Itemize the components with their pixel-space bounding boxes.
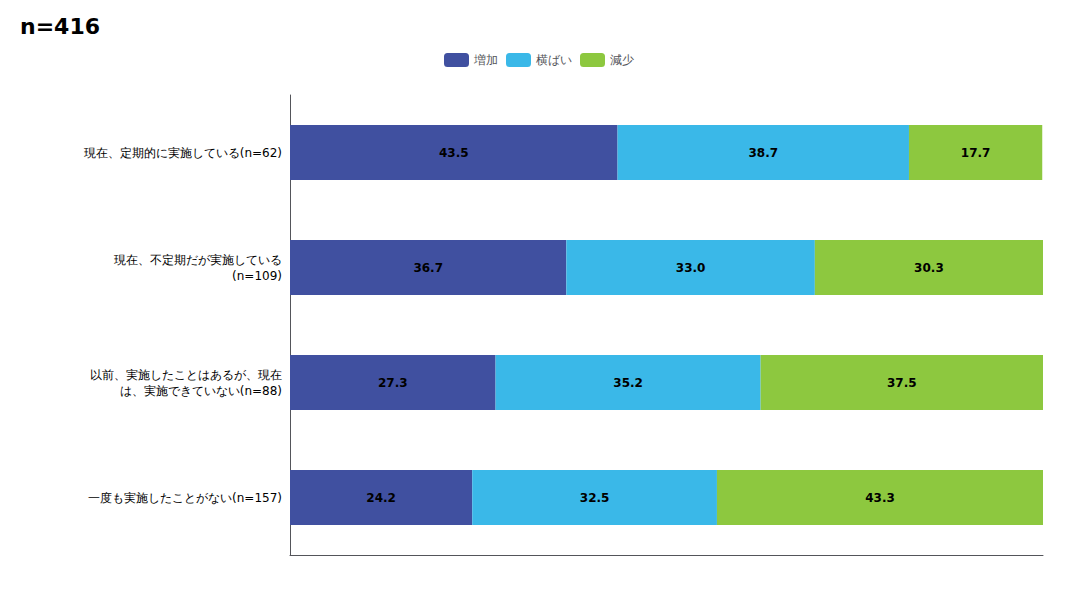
svg-text:増加: 増加 xyxy=(473,53,498,67)
svg-text:33.0: 33.0 xyxy=(676,261,706,275)
svg-text:は、実施できていない(n=88): は、実施できていない(n=88) xyxy=(120,384,282,398)
svg-text:35.2: 35.2 xyxy=(613,376,643,390)
svg-text:17.7: 17.7 xyxy=(961,146,991,160)
svg-text:減少: 減少 xyxy=(610,53,634,67)
svg-text:36.7: 36.7 xyxy=(413,261,443,275)
svg-text:現在、不定期だが実施している: 現在、不定期だが実施している xyxy=(114,253,282,267)
svg-text:横ばい: 横ばい xyxy=(536,53,572,67)
svg-text:37.5: 37.5 xyxy=(887,376,917,390)
svg-text:30.3: 30.3 xyxy=(914,261,944,275)
svg-text:32.5: 32.5 xyxy=(580,491,610,505)
svg-text:27.3: 27.3 xyxy=(378,376,408,390)
svg-text:38.7: 38.7 xyxy=(748,146,778,160)
svg-text:43.5: 43.5 xyxy=(439,146,469,160)
svg-text:以前、実施したことはあるが、現在: 以前、実施したことはあるが、現在 xyxy=(90,368,282,382)
svg-text:現在、定期的に実施している(n=62): 現在、定期的に実施している(n=62) xyxy=(84,146,282,160)
svg-text:一度も実施したことがない(n=157): 一度も実施したことがない(n=157) xyxy=(88,491,282,505)
svg-text:(n=109): (n=109) xyxy=(232,269,282,283)
svg-text:n=416: n=416 xyxy=(20,14,100,39)
svg-text:24.2: 24.2 xyxy=(366,491,396,505)
svg-text:43.3: 43.3 xyxy=(865,491,895,505)
